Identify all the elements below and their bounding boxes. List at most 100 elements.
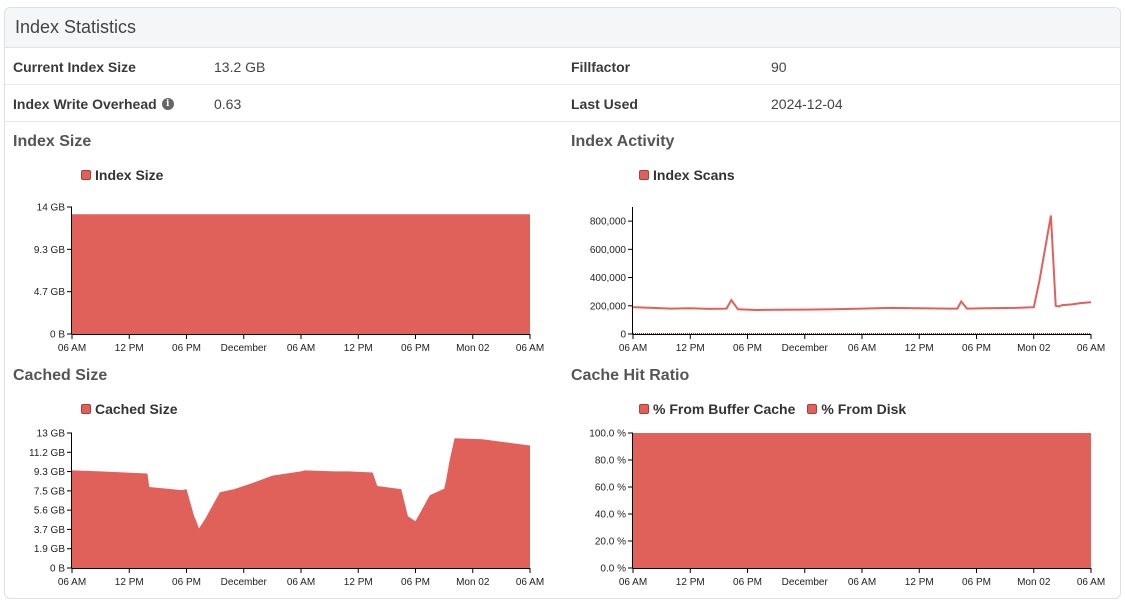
legend-label: Index Scans (653, 167, 735, 183)
chart-title-cached-size: Cached Size (13, 367, 108, 384)
series-area (633, 433, 1091, 568)
y-tick-label: 5.6 GB (34, 506, 65, 517)
legend-item[interactable]: % From Disk (807, 401, 906, 417)
x-tick-label: Mon 02 (456, 343, 490, 354)
x-tick-label: 12 PM (676, 577, 705, 588)
legend-swatch (639, 404, 649, 414)
x-tick-label: 06 AM (1077, 577, 1105, 588)
y-tick-label: 1.9 GB (34, 544, 65, 555)
legend-cached-size: Cached Size (81, 401, 189, 417)
cache-hit-ratio-chart: 0.0 % 20.0 % 40.0 % 60.0 % 80.0 % 100.0 % 06 A… (589, 429, 1105, 589)
y-tick-label: 400,000 (590, 273, 627, 284)
legend-label: % From Buffer Cache (653, 401, 796, 417)
y-tick-label: 7.5 GB (34, 486, 65, 497)
x-tick-label: Mon 02 (1017, 577, 1051, 588)
y-tick-label: 100.0 % (589, 429, 626, 440)
series-area (72, 438, 530, 568)
x-tick-label: December (221, 343, 268, 354)
x-tick-label: December (782, 343, 829, 354)
x-tick-label: 06 PM (733, 577, 762, 588)
y-tick-label: 20.0 % (595, 537, 626, 548)
legend-item[interactable]: Index Scans (639, 167, 735, 183)
x-tick-label: 06 PM (962, 577, 991, 588)
legend-label: Index Size (95, 167, 164, 183)
x-tick-label: 12 PM (115, 577, 144, 588)
current-index-size-value: 13.2 GB (214, 59, 266, 75)
y-tick-label: 13 GB (37, 429, 66, 440)
legend-label: Cached Size (95, 401, 178, 417)
chart-title-cache-hit-ratio: Cache Hit Ratio (571, 367, 690, 384)
info-icon[interactable]: i (161, 98, 174, 110)
chart-title-index-activity: Index Activity (571, 133, 675, 150)
x-tick-label: 06 PM (733, 343, 762, 354)
legend-swatch (807, 404, 818, 414)
x-tick-label: 06 AM (58, 343, 86, 354)
y-tick-label: 800,000 (590, 217, 627, 228)
legend-swatch (639, 170, 649, 180)
legend-cache-hit-ratio: % From Buffer Cache % From Disk (639, 401, 918, 417)
fillfactor-value: 90 (771, 59, 787, 75)
chart-title-index-size: Index Size (13, 133, 92, 150)
x-tick-label: 06 PM (172, 343, 201, 354)
fillfactor-label: Fillfactor (571, 59, 631, 75)
x-tick-label: 06 AM (848, 577, 876, 588)
current-index-size-label: Current Index Size (13, 59, 136, 75)
index-activity-chart: 0 200,000 400,000 600,000 800,000 06 AM 12 PM 0… (590, 207, 1105, 354)
y-tick-label: 600,000 (590, 245, 627, 256)
legend-swatch (81, 404, 91, 414)
write-overhead-value: 0.63 (214, 96, 242, 112)
last-used-value: 2024-12-04 (771, 96, 843, 112)
legend-item[interactable]: % From Buffer Cache (639, 401, 795, 417)
x-tick-label: 12 PM (115, 343, 144, 354)
x-tick-label: 06 AM (58, 577, 86, 588)
series-area (72, 214, 530, 334)
x-tick-label: 12 PM (905, 577, 934, 588)
legend-swatch (81, 170, 91, 180)
write-overhead-label-wrap: Index Write Overhead i (13, 96, 174, 112)
x-tick-label: 12 PM (344, 343, 373, 354)
stat-row-size: Current Index Size 13.2 GB Fillfactor 90 (5, 48, 1120, 85)
x-tick-label: 06 PM (401, 343, 430, 354)
x-tick-label: 12 PM (676, 343, 705, 354)
y-tick-label: 4.7 GB (34, 287, 65, 298)
y-tick-label: 9.3 GB (34, 245, 65, 256)
x-tick-label: 06 AM (287, 343, 315, 354)
legend-item[interactable]: Cached Size (81, 401, 177, 417)
y-tick-label: 200,000 (590, 301, 627, 312)
legend-item[interactable]: Index Size (81, 167, 163, 183)
x-tick-label: 06 AM (516, 343, 544, 354)
panel-header: Index Statistics (5, 8, 1120, 48)
y-tick-label: 3.7 GB (34, 525, 65, 536)
x-tick-label: 06 PM (401, 577, 430, 588)
x-tick-label: 06 AM (619, 577, 647, 588)
x-tick-label: 06 AM (287, 577, 315, 588)
x-tick-label: December (221, 577, 268, 588)
x-tick-label: Mon 02 (1017, 343, 1051, 354)
x-tick-label: 06 AM (516, 577, 544, 588)
y-tick-label: 14 GB (37, 203, 66, 214)
legend-index-size: Index Size (81, 167, 175, 183)
legend-label: % From Disk (821, 401, 907, 417)
last-used-label: Last Used (571, 96, 638, 112)
x-tick-label: 06 PM (962, 343, 991, 354)
index-statistics-panel: Index Statistics Current Index Size 13.2… (4, 7, 1121, 599)
legend-index-activity: Index Scans (639, 167, 747, 183)
x-tick-label: 06 AM (848, 343, 876, 354)
y-tick-label: 0 B (50, 564, 65, 575)
y-tick-label: 11.2 GB (29, 448, 65, 459)
y-tick-label: 40.0 % (595, 510, 626, 521)
x-tick-label: 12 PM (344, 577, 373, 588)
write-overhead-label: Index Write Overhead (13, 96, 157, 112)
panel-title: Index Statistics (15, 17, 137, 37)
index-size-chart: 0 B 4.7 GB 9.3 GB 14 GB 06 AM 12 PM 06 PM Decem… (34, 203, 544, 355)
y-tick-label: 9.3 GB (34, 467, 65, 478)
x-tick-label: 06 AM (1077, 343, 1105, 354)
x-tick-label: December (782, 577, 829, 588)
x-tick-label: 12 PM (905, 343, 934, 354)
cached-size-chart: 0 B 1.9 GB 3.7 GB 5.6 GB 7.5 GB 9.3 GB 11.2 GB… (29, 429, 544, 589)
y-tick-label: 0 (620, 330, 626, 341)
x-tick-label: 06 AM (619, 343, 647, 354)
x-tick-label: Mon 02 (456, 577, 490, 588)
stat-row-overhead: Index Write Overhead i 0.63 Last Used 20… (5, 85, 1120, 122)
y-tick-label: 80.0 % (595, 456, 626, 467)
